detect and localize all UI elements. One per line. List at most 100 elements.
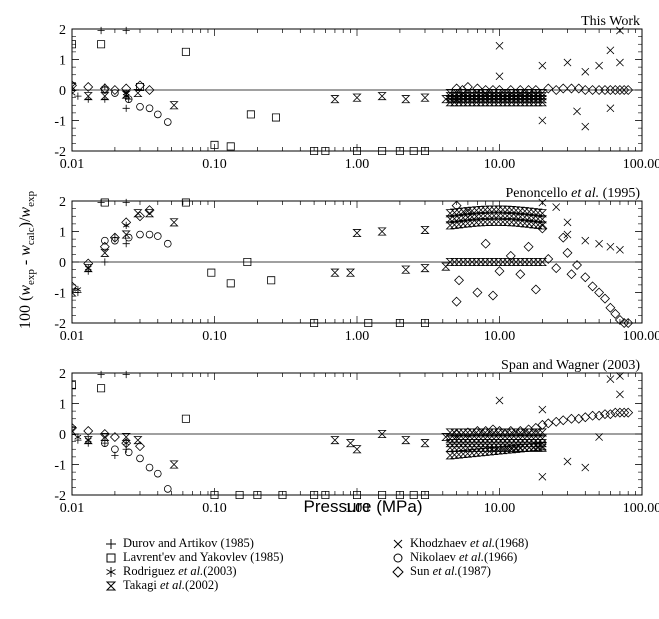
data-point-square	[235, 491, 244, 499]
data-point-hourglass	[330, 268, 340, 277]
data-point-diamond	[594, 410, 605, 421]
legend-label: Nikolaev et al.(1966)	[410, 550, 518, 565]
data-point-diamond	[72, 80, 77, 91]
data-point-star	[122, 221, 130, 229]
data-point-square	[246, 110, 255, 119]
x-tick-label: 0.01	[60, 329, 85, 344]
data-point-diamond	[614, 407, 625, 418]
x-tick-label: 0.10	[202, 329, 227, 344]
data-point-square	[395, 319, 404, 327]
data-point-cross	[595, 433, 603, 441]
data-point-diamond	[515, 269, 526, 280]
data-point-hourglass	[169, 460, 179, 469]
data-point-diamond	[605, 302, 616, 313]
data-point-cross	[606, 46, 615, 55]
data-point-band	[520, 207, 530, 216]
data-points	[72, 26, 634, 155]
data-point-band	[537, 258, 547, 266]
data-point-band	[537, 428, 547, 437]
data-point-hourglass	[169, 218, 179, 227]
y-tick-label: -1	[54, 115, 66, 130]
data-point-circle	[124, 448, 133, 457]
data-point-band	[529, 214, 539, 223]
x-tick-label: 0.01	[60, 501, 85, 516]
data-point-cross	[581, 67, 590, 76]
panel-title: Span and Wagner (2003)	[501, 358, 640, 373]
data-point-square	[181, 47, 190, 56]
legend-label: Durov and Artikov (1985)	[123, 536, 254, 551]
data-point-square	[409, 147, 418, 155]
diamond-marker-icon	[390, 564, 406, 578]
data-point-diamond	[83, 425, 94, 436]
data-point-diamond	[494, 266, 505, 277]
data-point-band	[537, 443, 547, 452]
data-point-diamond	[558, 415, 569, 426]
panel-title: This Work	[581, 14, 640, 29]
x-axis-label: Pressure (MPa)	[303, 497, 422, 516]
data-point-plus	[97, 26, 105, 35]
data-point-hourglass	[441, 433, 451, 442]
data-point-circle	[136, 230, 144, 239]
legend-item-takagi: Takagi et al.(2002)	[103, 578, 218, 592]
data-point-circle	[101, 236, 109, 245]
legend-item-sun: Sun et al.(1987)	[390, 564, 491, 578]
x-tick-label: 1.00	[345, 157, 370, 172]
data-point-diamond	[451, 83, 462, 94]
data-point-diamond	[480, 85, 491, 95]
data-point-diamond	[488, 290, 498, 301]
data-point-circle	[136, 102, 144, 111]
data-point-plus	[74, 92, 82, 100]
hourglass-marker-icon	[103, 578, 119, 592]
data-point-diamond	[580, 85, 591, 95]
data-point-square	[409, 491, 418, 499]
data-point-circle	[136, 454, 144, 463]
data-point-hourglass	[352, 445, 362, 454]
data-point-square	[135, 82, 144, 91]
data-point-diamond	[99, 429, 110, 439]
panel-title: Penoncello et al. (1995)	[505, 186, 640, 201]
data-point-diamond	[566, 269, 577, 280]
data-point-diamond	[543, 253, 554, 264]
y-tick-label: 0	[59, 256, 66, 271]
data-points	[72, 198, 634, 328]
data-point-diamond	[451, 296, 462, 307]
data-point-diamond	[530, 284, 541, 295]
data-point-square	[210, 140, 219, 149]
data-point-cross	[616, 26, 624, 35]
data-point-square	[253, 491, 262, 499]
data-point-square	[321, 491, 330, 499]
data-point-cross	[495, 396, 504, 405]
legend-label: Rodriguez et al.(2003)	[123, 564, 237, 579]
data-point-diamond	[566, 83, 577, 94]
data-point-diamond	[480, 238, 491, 249]
data-point-band	[537, 98, 547, 107]
data-point-hourglass	[401, 436, 411, 445]
data-point-diamond	[83, 258, 94, 269]
data-point-hourglass	[420, 264, 430, 273]
data-point-cross	[581, 236, 590, 245]
data-point-diamond	[610, 308, 621, 319]
data-point-square	[278, 491, 287, 499]
data-point-diamond	[573, 83, 584, 94]
data-point-diamond	[537, 419, 548, 430]
data-point-cross	[538, 405, 547, 414]
data-point-diamond	[505, 425, 516, 436]
data-point-cross	[563, 457, 572, 466]
data-point-diamond	[472, 83, 483, 94]
data-point-star	[74, 285, 82, 294]
y-tick-label: 2	[59, 195, 66, 210]
y-axis-label: 100 (wexp - wcalc)/wexp	[17, 191, 37, 329]
data-point-diamond	[135, 80, 145, 91]
data-point-diamond	[619, 318, 630, 328]
data-point-circle	[163, 239, 172, 248]
data-point-hourglass	[72, 426, 77, 435]
data-point-hourglass	[352, 93, 362, 102]
data-point-diamond	[600, 293, 610, 304]
data-point-cross	[616, 372, 624, 380]
data-point-cross	[606, 242, 615, 251]
legend-item-khodzhaev: Khodzhaev et al.(1968)	[390, 536, 528, 550]
y-tick-label: -2	[54, 317, 66, 332]
data-point-diamond	[121, 438, 132, 449]
data-point-hourglass	[377, 227, 387, 236]
